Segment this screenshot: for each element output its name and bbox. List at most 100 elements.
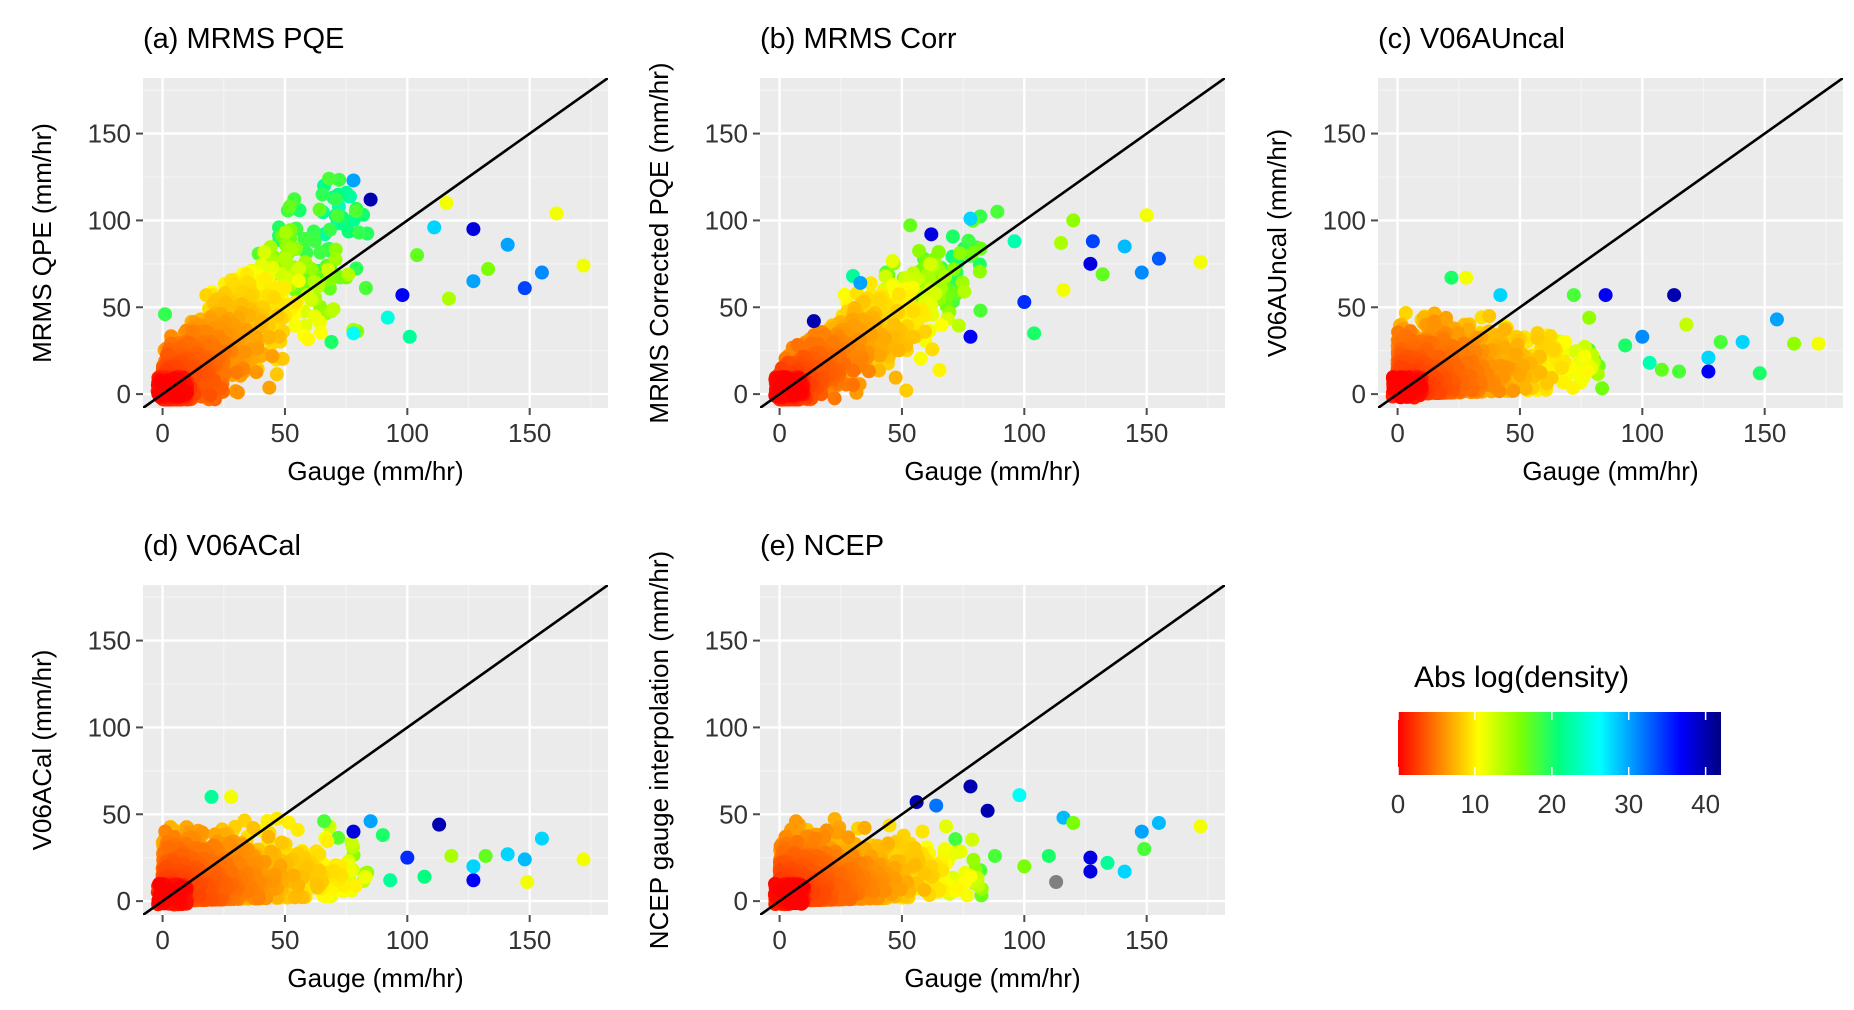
data-point [300,288,315,303]
data-point [358,280,373,295]
y-tick-label: 0 [734,379,748,409]
data-point [351,225,366,240]
data-point [277,281,292,296]
data-point [517,281,532,296]
data-point [872,292,887,307]
x-tick-label: 50 [270,418,299,448]
data-point [1439,310,1454,325]
data-point [932,363,947,378]
data-point [441,291,456,306]
data-point [1554,360,1569,375]
data-point [892,287,907,302]
data-point [1095,267,1110,282]
data-point [1509,347,1524,362]
data-point [786,388,801,403]
data-point [952,246,967,261]
data-point [157,376,172,391]
data-point [925,342,940,357]
data-point [923,257,938,272]
data-point [951,318,966,333]
x-tick-label: 50 [887,418,916,448]
data-point [341,267,356,282]
data-point [439,196,454,211]
data-point [292,261,307,276]
data-point [871,363,886,378]
data-point [1518,381,1533,396]
data-point [1117,239,1132,254]
data-point [313,245,328,260]
data-point [265,349,280,364]
data-point [315,187,330,202]
data-point [906,304,921,319]
y-tick-label: 150 [88,119,131,149]
data-point [328,252,343,267]
y-tick-label: 100 [88,205,131,235]
data-point [1151,251,1166,266]
data-point [238,344,253,359]
data-point [1066,213,1081,228]
data-point [934,318,949,333]
one-to-one-line [760,78,1225,408]
y-tick-label: 100 [705,205,748,235]
data-point [1450,325,1465,340]
data-point [324,335,339,349]
data-point [288,318,303,333]
data-point [249,365,264,380]
data-point [898,271,913,286]
data-point [846,377,861,392]
data-point [262,330,277,345]
y-tick-label: 50 [719,292,748,322]
y-tick-label: 0 [117,379,131,409]
data-point [918,324,933,339]
data-point [254,314,269,329]
data-point [258,271,273,286]
data-point [924,227,939,242]
data-point [218,295,233,310]
data-point [481,262,496,277]
x-tick-label: 100 [1003,418,1046,448]
data-point [903,218,918,233]
data-point [346,326,361,341]
data-point [1056,282,1071,297]
data-point [899,383,914,398]
data-point [297,231,312,246]
x-tick-label: 0 [155,418,169,448]
data-point [346,173,361,188]
x-axis-label: Gauge (mm/hr) [287,456,463,486]
data-point [1085,234,1100,249]
data-point [1497,322,1512,337]
x-tick-label: 150 [508,418,551,448]
data-point [877,331,892,346]
data-point [1577,349,1592,364]
data-point [963,211,978,226]
data-point [301,332,316,347]
data-point [328,242,343,257]
data-point [888,370,903,385]
data-point [270,308,285,323]
data-point [229,365,244,380]
data-point [262,380,277,395]
data-point [427,220,442,235]
data-point [1558,334,1573,349]
data-point [1595,381,1610,396]
data-point [312,202,327,217]
data-point [853,275,868,290]
data-point [827,391,842,406]
data-point [322,171,336,186]
data-point [1007,234,1022,249]
data-point [330,208,345,223]
data-point [158,307,173,322]
data-point [466,222,481,237]
data-point [380,310,395,325]
data-point [332,172,347,187]
data-point [267,290,282,305]
x-tick-label: 150 [1125,418,1168,448]
data-point [500,237,515,252]
data-point [990,204,1005,219]
data-point [973,303,988,318]
data-point [1506,383,1521,398]
data-point [291,273,306,288]
